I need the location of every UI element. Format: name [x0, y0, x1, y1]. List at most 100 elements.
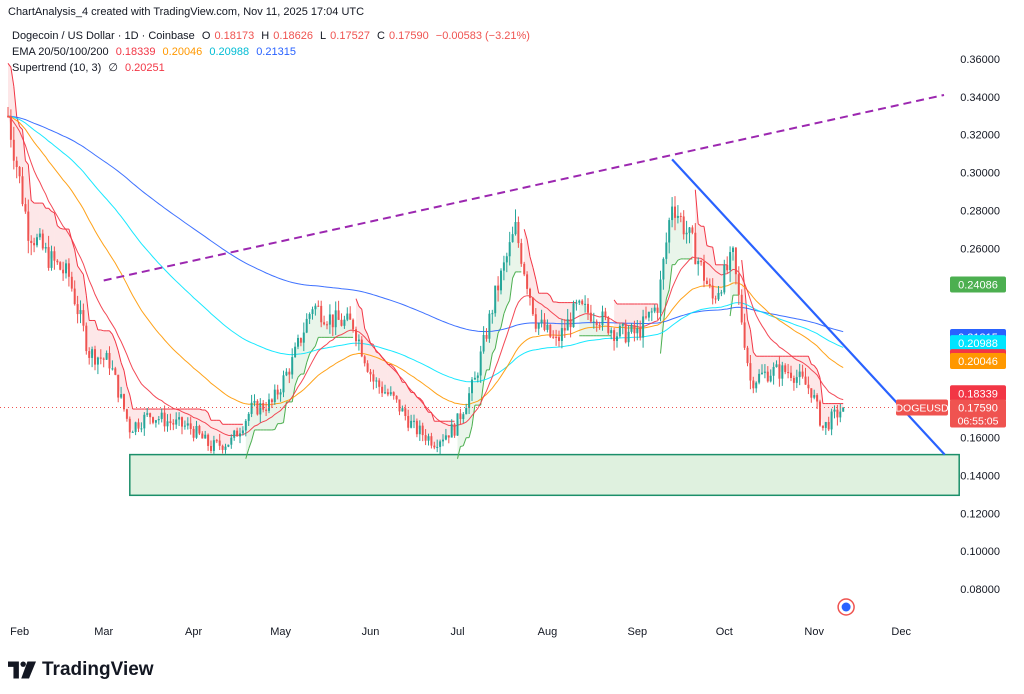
candle-body [537, 323, 540, 329]
candle-body [749, 363, 752, 381]
candle-body [488, 313, 491, 339]
supertrend-label[interactable]: Supertrend (10, 3) [12, 62, 102, 74]
supertrend-fill [634, 303, 638, 331]
supertrend-fill [541, 293, 545, 325]
supertrend-line [749, 329, 754, 353]
supertrend-fill [762, 356, 765, 374]
candle-body [766, 371, 769, 382]
supertrend-line [425, 407, 429, 413]
supertrend-line [355, 298, 360, 307]
candle-body [18, 167, 21, 177]
candle-body [207, 434, 210, 446]
symbol-tag-label: DOGEUSD [895, 402, 949, 414]
price-tick-label: 0.16000 [960, 433, 1000, 445]
symbol-tag [896, 399, 948, 416]
ascending-trendline [103, 93, 945, 282]
candle-body [285, 371, 288, 376]
supertrend-fill [561, 302, 565, 335]
candle-body [775, 364, 778, 367]
supertrend-fill [411, 392, 414, 425]
supertrend-fill [315, 305, 319, 347]
supertrend-fill [205, 410, 209, 441]
supertrend-line [24, 160, 29, 165]
supertrend-fill [170, 409, 174, 424]
supertrend-fill [358, 306, 362, 348]
candle-body [123, 394, 125, 410]
supertrend-line [523, 229, 528, 240]
supertrend-fill [289, 365, 293, 402]
candle-body [369, 371, 372, 375]
supertrend-line [82, 274, 87, 296]
legend-ema-row[interactable]: EMA 20/50/100/200 0.18339 0.20046 0.2098… [12, 44, 534, 60]
candle-body [163, 412, 166, 427]
price-tick-label: 0.10000 [960, 546, 1000, 558]
candle-body [508, 242, 511, 257]
candle-body [714, 298, 717, 300]
supertrend-fill [538, 293, 542, 326]
candle-body [88, 351, 91, 358]
candle-body [7, 115, 9, 117]
supertrend-fill [155, 409, 159, 422]
event-marker-dot [841, 602, 851, 612]
candle-body [183, 425, 186, 427]
candle-body [821, 425, 824, 428]
supertrend-line [491, 348, 496, 354]
candle-body [618, 325, 621, 337]
supertrend-fill [596, 323, 600, 336]
candle-body [763, 371, 766, 373]
candle-body [468, 393, 471, 408]
candle-body [624, 323, 627, 343]
ema50-value: 0.20046 [162, 46, 203, 58]
legend-supertrend-row[interactable]: Supertrend (10, 3) ∅ 0.20251 [12, 60, 534, 76]
candle-body [824, 422, 827, 428]
candle-body [743, 322, 746, 348]
candle-body [363, 356, 366, 364]
supertrend-group [7, 63, 844, 459]
candle-body [375, 380, 378, 382]
candle-body [212, 440, 215, 451]
supertrend-fill [312, 307, 316, 350]
candle-body [96, 357, 99, 365]
supertrend-fill [100, 329, 104, 360]
candle-body [317, 305, 320, 307]
price-badge-label: 0.20988 [958, 338, 998, 350]
candle-body [656, 307, 659, 313]
candle-body [836, 409, 839, 418]
candle-body [314, 305, 317, 310]
supertrend-line [529, 256, 534, 268]
candle-body [691, 227, 694, 233]
supertrend-fill [428, 412, 432, 441]
candle-body [398, 399, 401, 412]
candle-body [433, 445, 436, 448]
supertrend-fill [77, 266, 81, 313]
price-tick-label: 0.30000 [960, 168, 1000, 180]
chart-area[interactable]: 0.36000 0.34000 0.32000 0.30000 0.28000 0.260… [0, 22, 1024, 652]
supertrend-line [100, 329, 104, 332]
candle-body [299, 337, 302, 343]
supertrend-fill [222, 424, 226, 449]
candle-body [502, 262, 505, 271]
supertrend-line [120, 362, 125, 371]
supertrend-hidden-icon[interactable]: ∅ [108, 62, 118, 74]
legend-symbol-row[interactable]: Dogecoin / US Dollar · 1D · Coinbase O 0.… [12, 28, 534, 44]
supertrend-fill [799, 356, 803, 375]
candle-body [514, 222, 517, 235]
supertrend-line [419, 397, 424, 402]
supertrend-line [677, 258, 681, 261]
candle-body [734, 247, 737, 275]
symbol-title[interactable]: Dogecoin / US Dollar · 1D · Coinbase [12, 30, 195, 42]
candle-body [453, 424, 456, 436]
ema-label[interactable]: EMA 20/50/100/200 [12, 46, 109, 58]
supertrend-line [27, 164, 32, 201]
price-tick-label: 0.36000 [960, 54, 1000, 66]
candle-body [679, 215, 682, 217]
candle-body [157, 419, 160, 421]
candle-body [430, 436, 433, 446]
candle-body [302, 332, 305, 343]
candle-body [816, 395, 819, 402]
price-chart[interactable]: 0.36000 0.34000 0.32000 0.30000 0.28000 0.260… [0, 22, 1024, 652]
candle-body [726, 264, 729, 271]
price-tick-label: 0.14000 [960, 470, 1000, 482]
candle-body [41, 233, 44, 249]
supertrend-fill [715, 264, 719, 299]
